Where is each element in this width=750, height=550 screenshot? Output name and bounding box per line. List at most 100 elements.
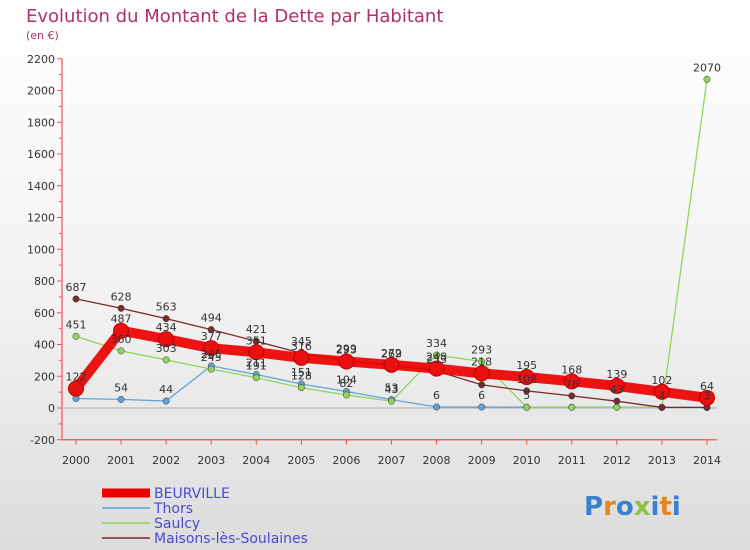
data-label: 102 bbox=[651, 374, 672, 387]
data-label: 54 bbox=[114, 381, 128, 394]
data-label: 43 bbox=[384, 383, 398, 396]
x-tick-label: 2007 bbox=[377, 454, 405, 467]
data-label: 628 bbox=[111, 290, 132, 303]
data-point-beurville bbox=[68, 380, 84, 397]
data-label: 6 bbox=[433, 389, 440, 402]
data-label: 687 bbox=[66, 281, 87, 294]
data-point-thors bbox=[162, 397, 170, 405]
data-point-saulcy bbox=[72, 332, 80, 340]
data-point-maisons-l-s-soulaines bbox=[523, 387, 531, 395]
data-label: 139 bbox=[606, 368, 627, 381]
data-point-saulcy bbox=[703, 75, 711, 83]
data-label: 218 bbox=[471, 355, 492, 368]
data-point-saulcy bbox=[478, 358, 486, 365]
x-tick-label: 2010 bbox=[513, 454, 541, 467]
legend-label-maisons-l-s-soulaines: Maisons-lès-Soulaines bbox=[154, 531, 308, 547]
data-label: 248 bbox=[426, 351, 447, 364]
data-point-beurville bbox=[698, 389, 715, 406]
data-point-beurville bbox=[563, 373, 580, 390]
data-label: 345 bbox=[291, 335, 312, 348]
data-label: 299 bbox=[336, 343, 357, 356]
chart-title: Evolution du Montant de la Dette par Hab… bbox=[26, 6, 443, 27]
data-point-beurville bbox=[158, 331, 175, 348]
data-label: 122 bbox=[66, 371, 87, 384]
data-point-saulcy bbox=[252, 374, 260, 382]
x-tick-label: 2011 bbox=[558, 454, 586, 467]
x-tick-label: 2005 bbox=[287, 454, 315, 467]
data-label: 168 bbox=[561, 363, 582, 376]
y-tick-label: 2200 bbox=[27, 53, 55, 66]
data-point-saulcy bbox=[568, 403, 576, 411]
data-label: 563 bbox=[156, 301, 177, 314]
data-label: 494 bbox=[201, 312, 222, 325]
legend-label-thors: Thors bbox=[153, 501, 193, 517]
y-tick-label: 400 bbox=[34, 339, 55, 352]
data-point-saulcy bbox=[433, 351, 441, 359]
data-label: 4 bbox=[658, 389, 665, 402]
proxiti-logo: Proxiti bbox=[584, 492, 681, 522]
legend-label-saulcy: Saulcy bbox=[154, 516, 200, 532]
data-label: 6 bbox=[478, 389, 485, 402]
data-point-thors bbox=[433, 403, 441, 411]
y-tick-label: -200 bbox=[30, 434, 55, 447]
data-label: 316 bbox=[291, 340, 312, 353]
x-tick-label: 2006 bbox=[332, 454, 360, 467]
data-point-maisons-l-s-soulaines bbox=[613, 397, 621, 405]
data-point-saulcy bbox=[207, 365, 215, 373]
series-points bbox=[68, 75, 715, 411]
data-label: 293 bbox=[471, 343, 492, 356]
data-point-maisons-l-s-soulaines bbox=[207, 326, 215, 334]
y-tick-label: 200 bbox=[34, 370, 55, 383]
data-label: 487 bbox=[111, 313, 132, 326]
data-label: 195 bbox=[516, 359, 537, 372]
chart-subtitle: (en €) bbox=[26, 29, 59, 42]
data-point-beurville bbox=[608, 377, 625, 394]
data-label: 451 bbox=[66, 318, 87, 331]
data-point-thors bbox=[478, 403, 486, 411]
y-tick-label: 1800 bbox=[27, 116, 55, 129]
data-label: 360 bbox=[111, 333, 132, 346]
x-tick-label: 2008 bbox=[423, 454, 451, 467]
legend: BEURVILLEThorsSaulcyMaisons-lès-Soulaine… bbox=[102, 486, 308, 547]
data-label: 44 bbox=[159, 383, 173, 396]
data-label: 5 bbox=[523, 389, 530, 402]
y-tick-label: 800 bbox=[34, 275, 55, 288]
x-tick-label: 2003 bbox=[197, 454, 225, 467]
y-tick-label: 1200 bbox=[27, 212, 55, 225]
y-tick-label: 600 bbox=[34, 307, 55, 320]
data-label: 272 bbox=[381, 347, 402, 360]
data-point-beurville bbox=[113, 322, 130, 339]
data-label: 151 bbox=[291, 366, 312, 379]
x-tick-label: 2009 bbox=[468, 454, 496, 467]
data-point-saulcy bbox=[388, 397, 395, 405]
data-point-saulcy bbox=[342, 391, 350, 399]
data-point-saulcy bbox=[613, 403, 621, 411]
data-point-maisons-l-s-soulaines bbox=[658, 403, 666, 411]
data-point-maisons-l-s-soulaines bbox=[478, 381, 486, 389]
data-label: 303 bbox=[156, 342, 177, 355]
data-point-saulcy bbox=[117, 347, 125, 355]
data-label: 64 bbox=[700, 380, 714, 393]
y-tick-label: 1000 bbox=[27, 243, 55, 256]
data-label: 434 bbox=[156, 321, 177, 334]
data-label: 3 bbox=[703, 390, 710, 403]
data-point-beurville bbox=[428, 360, 445, 377]
y-tick-label: 2000 bbox=[27, 85, 55, 98]
data-label: 265 bbox=[201, 348, 222, 361]
data-point-thors bbox=[117, 395, 125, 403]
legend-label-beurville: BEURVILLE bbox=[154, 486, 230, 502]
data-label: 233 bbox=[426, 353, 447, 366]
data-label: 191 bbox=[246, 360, 267, 373]
data-label: 128 bbox=[291, 370, 312, 383]
axes: -200 0 200 400 600 800 1000 1200 1400 1600 1800 200… bbox=[27, 53, 721, 467]
data-label: 43 bbox=[610, 383, 624, 396]
data-point-beurville bbox=[248, 344, 265, 361]
data-label: 108 bbox=[516, 373, 537, 386]
data-label: 269 bbox=[381, 347, 402, 360]
data-point-beurville bbox=[293, 349, 310, 366]
data-point-saulcy bbox=[297, 384, 305, 392]
data-point-saulcy bbox=[162, 356, 170, 364]
data-point-beurville bbox=[473, 365, 490, 382]
data-label: 211 bbox=[246, 357, 267, 370]
